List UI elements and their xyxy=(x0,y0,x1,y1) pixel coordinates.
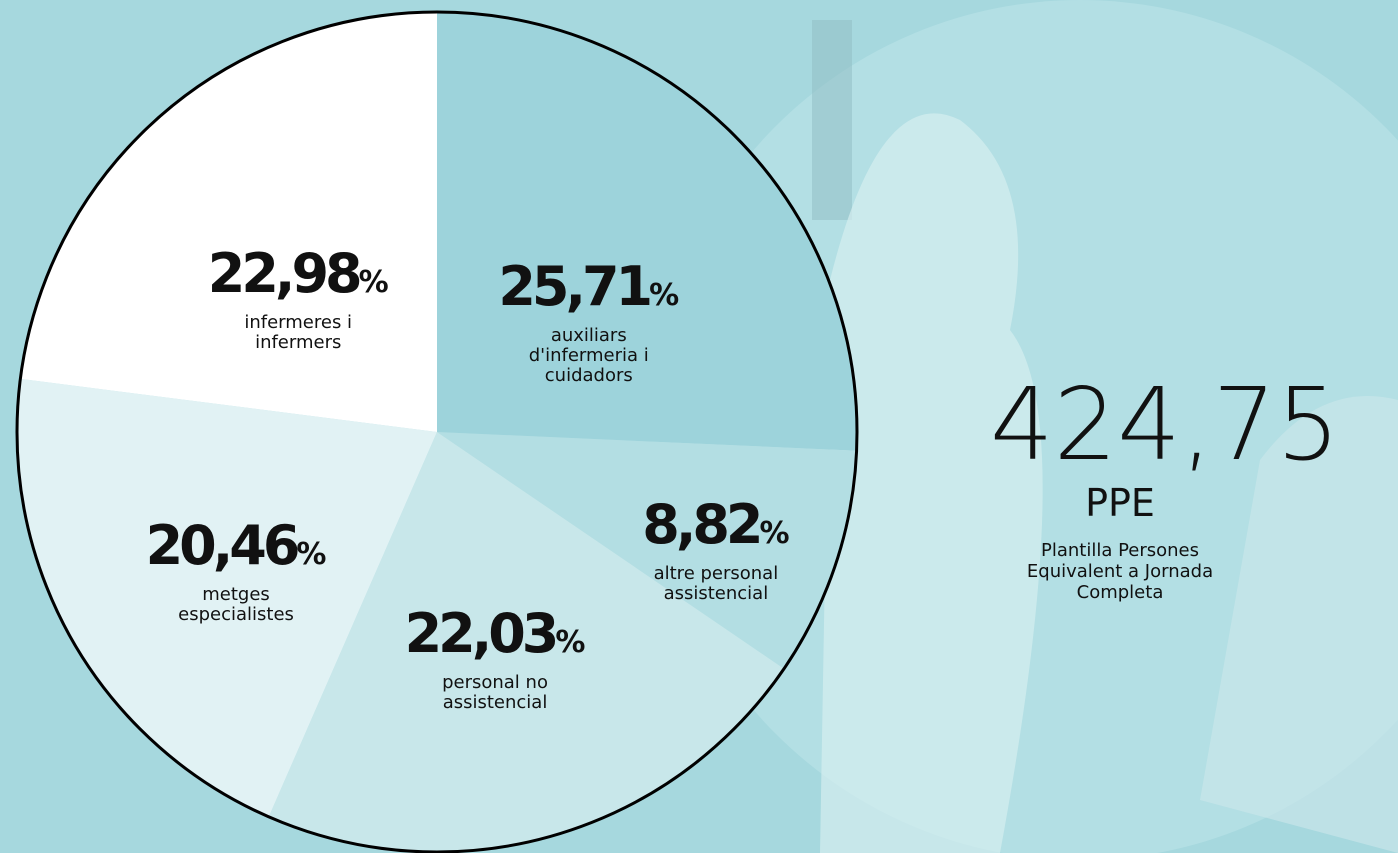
category-label: altre personal assistencial xyxy=(653,562,779,604)
pie-slice xyxy=(17,378,438,817)
pie xyxy=(15,10,859,853)
annotation-description: Plantilla Persones Equivalent a Jornada … xyxy=(1026,540,1214,603)
value-suffix: % xyxy=(555,624,586,660)
value-suffix: % xyxy=(649,277,680,313)
annotation-unit: PPE xyxy=(1085,481,1155,525)
photo-shape xyxy=(812,20,852,220)
pie-slice xyxy=(437,12,857,451)
value-label: 22,98% xyxy=(203,244,393,313)
pie-slice xyxy=(20,12,438,432)
value-number: 25,71 xyxy=(498,254,653,318)
category-label: personal no assistencial xyxy=(442,671,548,713)
pie-outline xyxy=(15,10,859,853)
category-label: auxiliars d'infermeria i cuidadors xyxy=(528,324,649,386)
value-suffix: % xyxy=(358,265,389,301)
slice-label: 22,03% personal no assistencial xyxy=(400,601,590,713)
value-number: 22,98 xyxy=(207,242,363,306)
value-number: 20,46 xyxy=(145,513,301,577)
pie-slice xyxy=(268,432,784,852)
slice-label: 8,82% altre personal assistencial xyxy=(621,492,811,604)
photo-figure xyxy=(820,113,1043,853)
slice-label: 22,98% infermeres i infermers xyxy=(203,244,393,353)
annotation: 424,75 PPE Plantilla Persones Equivalent… xyxy=(990,366,1340,604)
pie-slice xyxy=(437,432,857,669)
value-label: 20,46% xyxy=(141,513,331,585)
value-suffix: % xyxy=(296,536,327,572)
annotation-value: 424,75 xyxy=(990,366,1340,483)
value-number: 22,03 xyxy=(404,601,560,665)
slice-label: 20,46% metges especialistes xyxy=(141,513,331,625)
slice-label: 25,71% auxiliars d'infermeria i cuidadors xyxy=(494,254,684,386)
photo-figure xyxy=(1200,396,1398,853)
category-label: metges especialistes xyxy=(178,583,294,625)
value-number: 8,82 xyxy=(642,492,763,556)
value-label: 22,03% xyxy=(400,601,590,673)
category-label: infermeres i infermers xyxy=(244,312,353,354)
value-label: 25,71% xyxy=(494,254,684,326)
value-label: 8,82% xyxy=(621,492,811,564)
value-suffix: % xyxy=(759,515,790,551)
